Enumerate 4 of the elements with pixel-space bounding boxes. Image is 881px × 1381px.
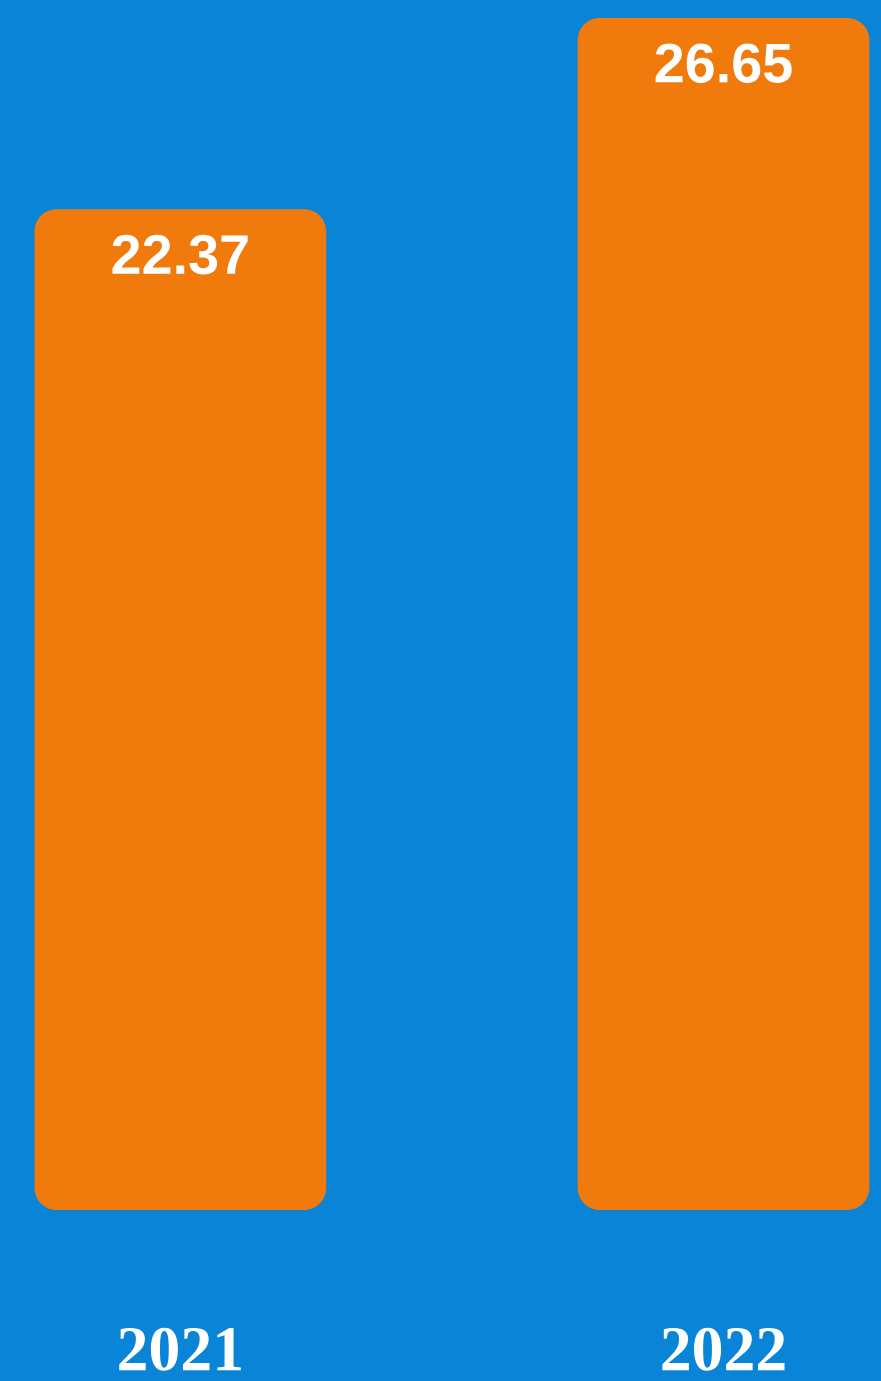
data-label: 22.37 — [112, 234, 248, 275]
x-tick-label: 2021 — [119, 1327, 241, 1371]
x-tick-label: 2022 — [662, 1327, 785, 1371]
data-label: 26.65 — [655, 43, 792, 83]
